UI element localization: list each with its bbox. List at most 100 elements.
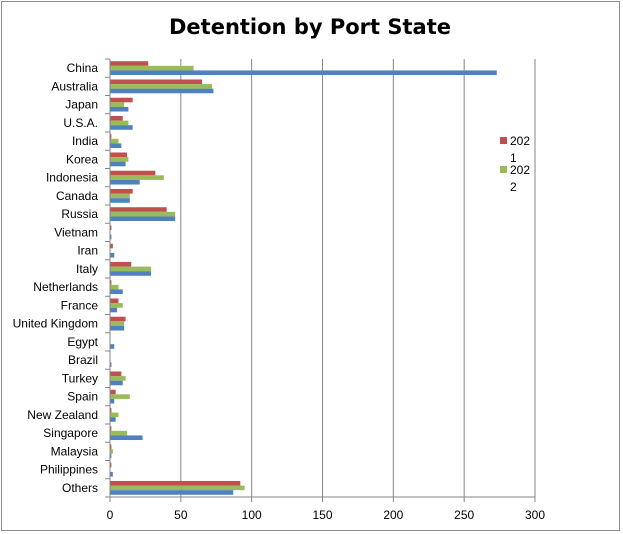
bar [110,175,164,180]
category-label: Malaysia [51,444,99,458]
bar [110,398,115,404]
bar [110,430,127,436]
bar [110,65,194,71]
bar [110,412,119,418]
legend-label-line2: 1 [510,151,517,165]
bar [110,389,116,395]
bar [110,243,113,249]
category-label: Singapore [43,426,98,440]
legend-label: 202 [510,163,530,177]
category-label: Netherlands [33,280,98,294]
bar [110,234,112,240]
bar [110,376,126,381]
bar [110,417,116,422]
bar [110,449,113,454]
bar [110,193,130,199]
bar [110,453,112,459]
category-label: U.S.A. [63,116,98,130]
bar [110,188,133,194]
category-label: China [67,61,99,75]
legend-label-line2: 2 [510,180,517,194]
gridlines [105,58,536,502]
bar [110,161,126,167]
category-label: Spain [67,390,98,404]
x-tick-label: 250 [454,508,474,522]
bar [110,271,152,276]
bar [110,70,497,76]
category-label: Egypt [67,335,98,349]
bar [110,394,130,399]
bar [110,198,130,203]
bar [110,284,119,290]
category-label: Turkey [62,371,98,385]
x-tick-label: 300 [525,508,545,522]
bar [110,106,129,112]
bar [110,252,115,258]
axes [109,59,535,498]
bar [110,435,143,441]
bar [110,266,152,272]
bar [110,120,129,126]
bar [110,471,113,477]
bar [110,480,241,486]
bar [110,485,245,491]
bar [110,362,112,368]
bar [110,138,119,144]
x-tick-label: 150 [312,508,332,522]
bar [110,289,123,295]
bar [110,325,125,331]
bar [110,380,123,386]
chart-title: Detention by Port State [169,15,451,39]
bar [110,211,176,217]
category-label: Russia [61,207,98,221]
category-label: Australia [51,79,98,93]
x-tick-labels: 0 50 100 150 200 250 300 [107,508,546,522]
category-label: India [72,134,98,148]
category-label: Canada [56,189,98,203]
bar [110,84,212,89]
bar [110,207,167,212]
bar [110,462,112,468]
category-labels: China Australia Japan U.S.A. India Korea Indon… [13,61,99,495]
bar [110,115,123,121]
category-label: Brazil [68,353,98,367]
category-label: France [61,298,99,312]
bar [110,157,129,162]
bar [110,316,126,322]
bar [110,490,234,495]
bar [110,298,119,304]
bar [110,79,203,85]
category-label: Vietnam [54,225,98,239]
legend-swatch [500,137,507,144]
bar [110,344,115,349]
bar [110,225,112,231]
x-tick-label: 100 [242,508,262,522]
bar [110,303,123,308]
bar [110,179,140,185]
bar [110,125,133,130]
bar [110,97,133,103]
category-label: Korea [66,152,98,166]
bar-series [110,61,497,495]
bar [110,321,125,326]
bar [110,407,112,413]
x-tick-label: 50 [174,508,188,522]
bar [110,444,112,450]
bar [110,61,149,66]
category-label: Philippines [40,463,98,477]
x-tick-label: 0 [107,508,114,522]
category-label: New Zealand [27,408,98,422]
bar [110,88,214,94]
bar [110,307,118,313]
category-label: Japan [65,98,98,112]
bar [110,261,132,267]
bar [110,134,112,139]
bar [110,143,122,149]
bar [110,152,127,158]
bar [110,280,112,285]
bar [110,371,122,377]
x-tick-label: 200 [383,508,403,522]
